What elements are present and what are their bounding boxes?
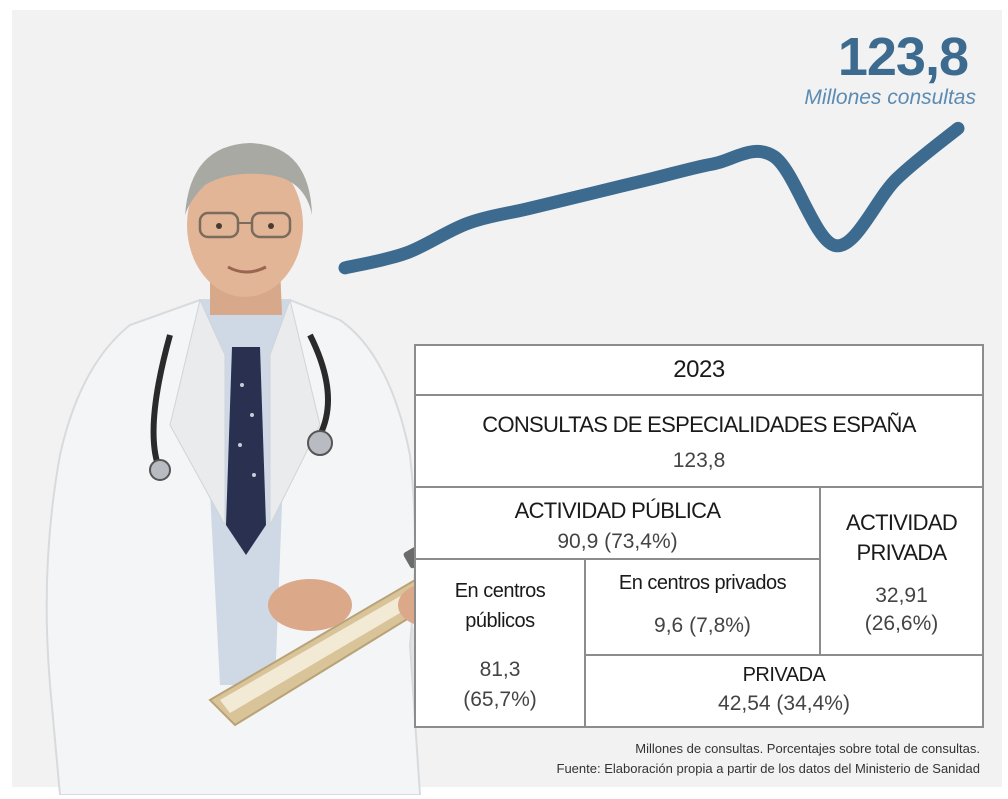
public-activity-label: ACTIVIDAD PÚBLICA	[514, 498, 721, 523]
table-total: 123,8	[672, 449, 726, 472]
private-activity-label-2: PRIVADA	[856, 540, 947, 565]
total-consultations-value: 123,8	[837, 27, 969, 87]
public-activity-value: 90,9 (73,4%)	[557, 530, 678, 553]
public-centres-label-1: En centros	[454, 580, 546, 602]
private-activity-label-1: ACTIVIDAD	[845, 510, 958, 535]
column-divider	[584, 558, 586, 728]
source-note: Fuente: Elaboración propia a partir de l…	[556, 761, 980, 776]
public-centres-label-2: públicos	[465, 610, 535, 632]
public-centres-value: 81,3	[479, 658, 521, 681]
row-divider	[416, 394, 982, 396]
private-total-value: 42,54 (34,4%)	[718, 692, 850, 715]
private-centres-label: En centros privados	[618, 572, 787, 594]
private-activity-value: 32,91	[875, 584, 928, 607]
table-title: CONSULTAS DE ESPECIALIDADES ESPAÑA	[482, 412, 916, 437]
row-divider	[416, 558, 819, 560]
private-total-label: PRIVADA	[742, 664, 826, 686]
row-divider	[584, 654, 982, 656]
private-centres-value: 9,6 (7,8%)	[654, 614, 751, 637]
consultations-table: 2023 CONSULTAS DE ESPECIALIDADES ESPAÑA …	[414, 344, 984, 728]
trend-line-chart	[338, 121, 965, 275]
private-activity-pct: (26,6%)	[864, 612, 939, 635]
total-consultations-unit: Millones consultas	[804, 86, 976, 109]
public-centres-pct: (65,7%)	[463, 688, 537, 711]
table-year: 2023	[673, 356, 725, 383]
column-divider	[819, 486, 821, 654]
trend-line	[338, 121, 965, 275]
row-divider	[416, 486, 982, 488]
units-note: Millones de consultas. Porcentajes sobre…	[635, 741, 980, 756]
